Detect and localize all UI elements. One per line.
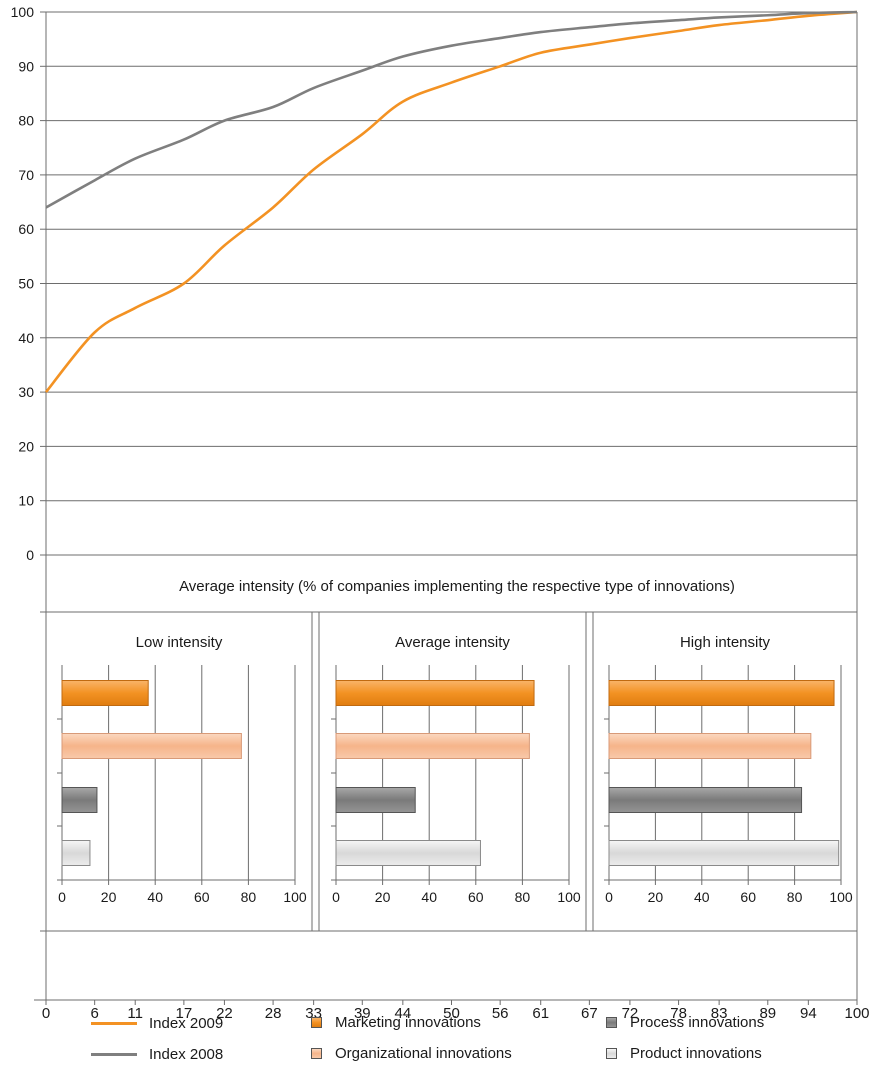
panel-x-tick-label-high-intensity-80: 80 [787,889,803,905]
panel-frame-high-intensity [592,611,858,932]
bar-average-intensity-process-innovations [335,787,416,813]
panel-x-tick-label-high-intensity-0: 0 [605,889,613,905]
panel-x-tick-label-average-intensity-40: 40 [421,889,437,905]
y-tick-label-80: 80 [18,113,34,129]
x-tick-label-78: 78 [670,1005,687,1022]
panel-x-tick-label-low-intensity-60: 60 [194,889,210,905]
x-tick-label-61: 61 [532,1005,549,1022]
x-tick-label-94: 94 [800,1005,817,1022]
panel-title-high-intensity: High intensity [680,634,771,651]
bar-average-intensity-product-innovations [335,840,481,866]
x-tick-label-6: 6 [90,1005,98,1022]
y-tick-label-70: 70 [18,167,34,183]
inset-layer: Low intensity 0 20 40 60 80 100 Average intensi… [45,611,858,932]
panel-x-tick-label-average-intensity-80: 80 [515,889,531,905]
panel-x-tick-label-high-intensity-20: 20 [648,889,664,905]
series-line-index-2008 [45,10,858,209]
y-tick-label-40: 40 [18,330,34,346]
x-tick-label-83: 83 [711,1005,728,1022]
x-tick-label-67: 67 [581,1005,598,1022]
x-tick-label-28: 28 [265,1005,282,1022]
bar-low-intensity-marketing-innovations [61,680,149,706]
panel-x-tick-label-average-intensity-0: 0 [332,889,340,905]
x-tick-label-56: 56 [492,1005,509,1022]
bar-high-intensity-organizational-innovations [608,733,812,759]
panel-x-tick-label-high-intensity-60: 60 [740,889,756,905]
panel-x-tick-label-average-intensity-20: 20 [375,889,391,905]
panel-x-tick-label-low-intensity-100: 100 [283,889,307,905]
x-tick-label-50: 50 [443,1005,460,1022]
x-tick-label-72: 72 [622,1005,639,1022]
panel-title-average-intensity: Average intensity [395,634,510,651]
panel-x-tick-label-low-intensity-0: 0 [58,889,66,905]
bar-high-intensity-marketing-innovations [608,680,835,706]
line-layer [44,10,858,393]
x-tick-label-33: 33 [305,1005,322,1022]
x-tick-label-0: 0 [42,1005,50,1022]
bar-high-intensity-process-innovations [608,787,803,813]
x-tick-label-100: 100 [844,1005,869,1022]
series-line-index-2009 [44,10,858,393]
bar-high-intensity-product-innovations [608,840,840,866]
panel-title-low-intensity: Low intensity [136,634,223,651]
panel-frame-low-intensity [45,611,313,932]
x-tick-label-89: 89 [759,1005,776,1022]
y-tick-label-10: 10 [18,493,34,509]
panel-x-tick-label-high-intensity-100: 100 [829,889,853,905]
y-tick-label-20: 20 [18,438,34,454]
y-tick-label-60: 60 [18,221,34,237]
bar-low-intensity-process-innovations [61,787,98,813]
bar-average-intensity-organizational-innovations [335,733,530,759]
y-tick-label-0: 0 [26,547,34,563]
panel-x-tick-label-average-intensity-60: 60 [468,889,484,905]
x-tick-label-39: 39 [354,1005,371,1022]
bar-low-intensity-product-innovations [61,840,91,866]
y-tick-label-100: 100 [11,4,35,20]
x-tick-label-22: 22 [216,1005,233,1022]
y-tick-label-50: 50 [18,276,34,292]
x-tick-label-17: 17 [176,1005,193,1022]
panel-x-tick-label-low-intensity-20: 20 [101,889,117,905]
panel-x-tick-label-high-intensity-40: 40 [694,889,710,905]
panel-frame-average-intensity [318,611,587,932]
panel-x-tick-label-average-intensity-100: 100 [557,889,581,905]
bar-average-intensity-marketing-innovations [335,680,535,706]
panel-x-tick-label-low-intensity-80: 80 [241,889,257,905]
y-tick-label-90: 90 [18,58,34,74]
inset-title: Average intensity (% of companies implem… [179,578,735,595]
x-tick-label-44: 44 [394,1005,411,1022]
bar-low-intensity-organizational-innovations [61,733,242,759]
panel-x-tick-label-low-intensity-40: 40 [147,889,163,905]
y-tick-label-30: 30 [18,384,34,400]
x-tick-label-11: 11 [127,1005,143,1022]
